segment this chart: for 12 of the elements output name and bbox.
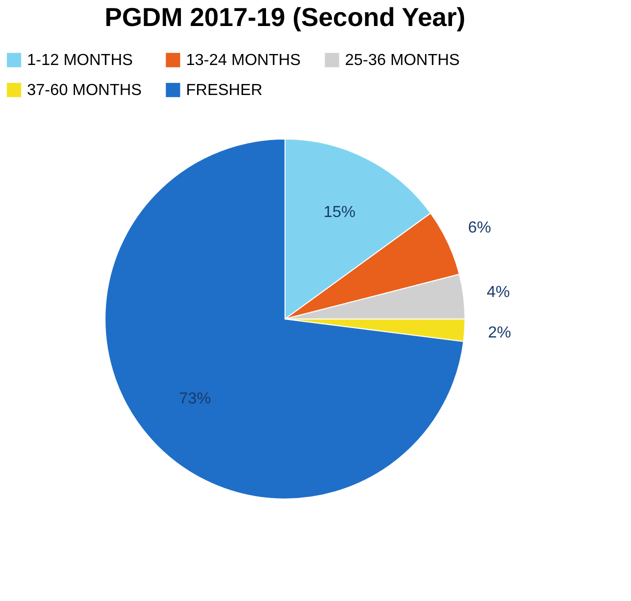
data-label: 73% bbox=[178, 390, 211, 408]
chart-title: PGDM 2017-19 (Second Year) bbox=[104, 2, 466, 32]
legend-label: 1-12 MONTHS bbox=[27, 52, 133, 70]
data-label: 15% bbox=[323, 204, 356, 222]
data-label: 6% bbox=[468, 219, 492, 236]
legend-label: FRESHER bbox=[186, 82, 262, 99]
legend-label: 37-60 MONTHS bbox=[27, 82, 142, 99]
data-label: 4% bbox=[486, 284, 510, 302]
pie-slice bbox=[104, 138, 464, 500]
legend-label: 13-24 MONTHS bbox=[186, 52, 301, 70]
legend-label: 25-36 MONTHS bbox=[345, 52, 460, 70]
data-label: 2% bbox=[488, 324, 512, 342]
